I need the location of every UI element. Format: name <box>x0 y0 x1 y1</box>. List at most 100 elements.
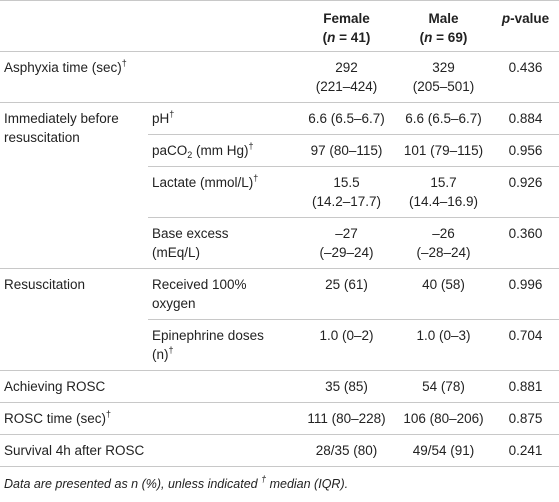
cell-line: 54 (78) <box>422 379 465 394</box>
value-cell: 106 (80–206) <box>395 402 492 435</box>
text-segment: p <box>501 11 511 26</box>
cell-text: 0.875 <box>508 411 543 426</box>
table-row: Immediately before resuscitation pH† 6.6 (… <box>0 102 559 269</box>
cell-line: 1.0 (0–3) <box>416 328 471 343</box>
text-segment: Survival 4h after ROSC <box>4 443 145 458</box>
text-segment: Asphyxia time (sec) <box>4 60 122 75</box>
text-segment: † <box>261 474 267 484</box>
cell-line: 292 <box>335 60 358 75</box>
text-segment: † <box>106 409 112 419</box>
table-row: Achieving ROSC 35 (85) 54 (78) 0.881 <box>0 370 559 403</box>
cell-text: 0.956 <box>508 143 543 158</box>
row-group-label: Resuscitation <box>0 268 148 371</box>
text-segment: † <box>253 173 259 183</box>
cell-text: 0.881 <box>508 379 543 394</box>
cell-line: 28/35 (80) <box>315 443 378 458</box>
text-segment: † <box>121 58 127 68</box>
text-segment: = 41) <box>335 30 371 45</box>
value-cell: 0.875 <box>492 402 559 435</box>
row-label: Lactate (mmol/L)† <box>148 166 298 218</box>
table-row: Asphyxia time (sec)† 292 (221–424) 329 (205–… <box>0 51 559 103</box>
row-label: Base excess (mEq/L) <box>148 217 298 269</box>
value-cell: 49/54 (91) <box>395 434 492 466</box>
value-cell: 40 (58) <box>395 268 492 320</box>
header-cell: p-value <box>492 0 559 52</box>
cell-text: 0.884 <box>508 111 543 126</box>
text-segment: Data are presented as n (%), unless indi… <box>4 477 262 491</box>
header-cell: Female (n = 41) <box>298 0 395 52</box>
cell-text: 0.436 <box>508 60 543 75</box>
value-cell: 101 (79–115) <box>395 134 492 167</box>
cell-line: 111 (80–228) <box>307 411 386 426</box>
cell-line: p-value <box>496 9 555 28</box>
cell-line: (–28–24) <box>416 245 471 260</box>
value-cell: 28/35 (80) <box>298 434 395 466</box>
value-cell: 6.6 (6.5–6.7) <box>298 102 395 135</box>
row-label: Received 100% oxygen <box>148 268 298 320</box>
cell-line: Male <box>399 9 488 28</box>
text-segment: Lactate (mmol/L) <box>152 175 254 190</box>
cell-line: 49/54 (91) <box>412 443 475 458</box>
cell-line: 97 (80–115) <box>310 143 383 158</box>
text-segment: ( <box>419 30 425 45</box>
table-row: ROSC time (sec)† 111 (80–228) 106 (80–206)… <box>0 402 559 435</box>
text-segment: n <box>327 30 336 45</box>
cell-line: (n = 69) <box>399 28 488 47</box>
value-cell: 0.926 <box>492 166 559 218</box>
text-segment: † <box>168 345 174 355</box>
text-segment: Base excess (mEq/L) <box>152 226 229 260</box>
empty-cell <box>148 0 298 52</box>
text-segment: Received 100% oxygen <box>152 277 247 311</box>
cell-line: (14.2–17.7) <box>311 194 382 209</box>
cell-line: 6.6 (6.5–6.7) <box>405 111 482 126</box>
value-cell: 25 (61) <box>298 268 395 320</box>
empty-cell <box>0 0 148 52</box>
cell-line: Female <box>302 9 391 28</box>
label-wrap: Lactate (mmol/L)† <box>152 173 276 192</box>
header-row: Female (n = 41) Male (n = 69) p-value <box>0 0 559 52</box>
value-cell: 329 (205–501) <box>395 51 492 103</box>
text-segment: 2 <box>187 150 193 160</box>
value-cell: 54 (78) <box>395 370 492 403</box>
table-row: Lactate (mmol/L)† 15.5 (14.2–17.7) 15.7 (14.… <box>0 166 559 218</box>
cell-line: 15.7 <box>430 175 457 190</box>
row-label: pH† <box>148 102 298 135</box>
value-cell: 1.0 (0–2) <box>298 319 395 371</box>
cell-line: 25 (61) <box>325 277 368 292</box>
footnote: Data are presented as n (%), unless indi… <box>0 466 559 501</box>
value-cell: 111 (80–228) <box>298 402 395 435</box>
cell-line: (205–501) <box>412 79 475 94</box>
row-label: paCO2 (mm Hg)† <box>148 134 298 167</box>
label-wrap: pH† <box>152 109 276 128</box>
text-segment: = 69) <box>432 30 468 45</box>
value-cell: 15.5 (14.2–17.7) <box>298 166 395 218</box>
label-wrap: Received 100% oxygen <box>152 275 276 313</box>
cell-text: 0.926 <box>508 175 543 190</box>
text-segment: Male <box>428 11 459 26</box>
value-cell: 97 (80–115) <box>298 134 395 167</box>
label-wrap: Base excess (mEq/L) <box>152 224 276 262</box>
text-segment: Immediately before resuscitation <box>4 111 119 145</box>
cell-line: (–29–24) <box>319 245 374 260</box>
cell-line: 40 (58) <box>422 277 465 292</box>
text-segment: Female <box>323 11 370 26</box>
cell-line: (221–424) <box>315 79 378 94</box>
value-cell: –26 (–28–24) <box>395 217 492 269</box>
text-segment: -value <box>510 11 550 26</box>
label-wrap: paCO2 (mm Hg)† <box>152 141 276 160</box>
row-group-label: ROSC time (sec)† <box>0 402 298 435</box>
text-segment: † <box>169 109 175 119</box>
cell-text: 0.360 <box>508 226 543 241</box>
text-segment: median (IQR). <box>266 477 349 491</box>
text-segment: Achieving ROSC <box>4 379 106 394</box>
value-cell: 1.0 (0–3) <box>395 319 492 371</box>
cell-text: 0.704 <box>508 328 543 343</box>
row-group-label: Immediately before resuscitation <box>0 102 148 269</box>
text-segment: ( <box>322 30 328 45</box>
cell-text: 0.996 <box>508 277 543 292</box>
text-segment: pH <box>152 111 170 126</box>
cell-line: 329 <box>432 60 455 75</box>
value-cell: 15.7 (14.4–16.9) <box>395 166 492 218</box>
table-row: Resuscitation Received 100% oxygen 25 (61)… <box>0 268 559 371</box>
